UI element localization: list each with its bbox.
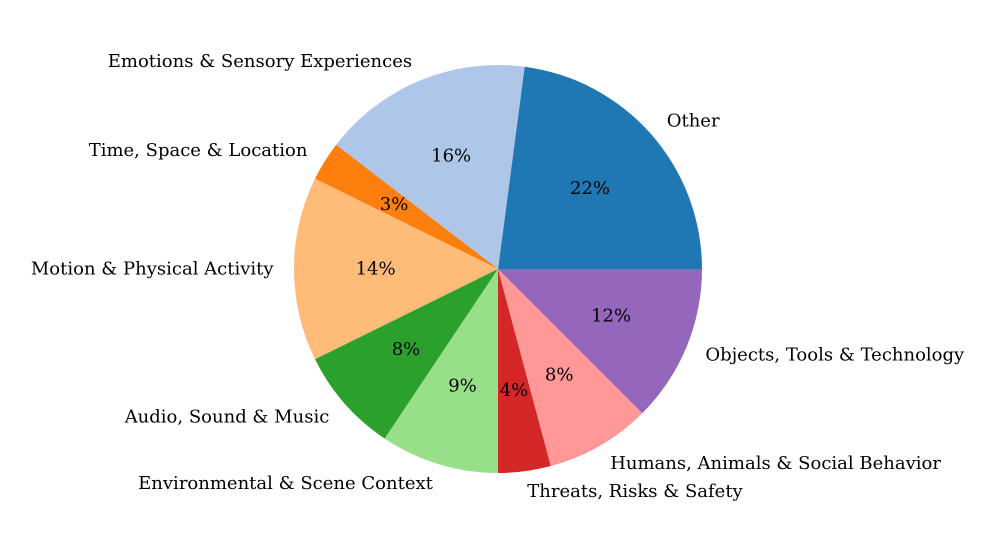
category-label-motion-and-physical-activity: Motion & Physical Activity	[31, 259, 275, 280]
pct-label-emotions-and-sensory-experiences: 16%	[431, 145, 471, 166]
percentage-labels: 22% 16% 3% 14% 8% 9% 4% 8% 12%	[356, 145, 631, 400]
pie-slice-environmental-and-scene-context	[384, 269, 498, 473]
pie-slice-objects-tools-and-technology	[498, 269, 702, 414]
pie-slice-time-space-and-location	[315, 144, 498, 269]
pie-slice-audio-sound-and-music	[315, 269, 498, 439]
category-labels: Other Emotions & Sensory Experiences Time,…	[31, 51, 965, 502]
pie-slices	[294, 65, 702, 473]
category-label-time-space-and-location: Time, Space & Location	[89, 140, 308, 161]
pie-slice-other	[498, 66, 702, 269]
pct-label-humans-animals-and-social-behavior: 8%	[545, 365, 574, 386]
category-label-threats-risks-and-safety: Threats, Risks & Safety	[527, 481, 743, 502]
category-label-other: Other	[667, 111, 720, 132]
pct-label-other: 22%	[570, 178, 610, 199]
pct-label-motion-and-physical-activity: 14%	[356, 259, 396, 280]
category-label-objects-tools-and-technology: Objects, Tools & Technology	[705, 344, 965, 365]
category-label-humans-animals-and-social-behavior: Humans, Animals & Social Behavior	[610, 453, 941, 474]
pie-slice-emotions-and-sensory-experiences	[336, 65, 525, 270]
category-label-environmental-and-scene-context: Environmental & Scene Context	[138, 473, 433, 494]
pie-slice-humans-animals-and-social-behavior	[498, 269, 643, 467]
pie-slice-threats-risks-and-safety	[498, 269, 551, 473]
pct-label-objects-tools-and-technology: 12%	[591, 305, 631, 326]
pct-label-threats-risks-and-safety: 4%	[500, 380, 529, 401]
pct-label-time-space-and-location: 3%	[380, 194, 409, 215]
pct-label-environmental-and-scene-context: 9%	[448, 376, 477, 397]
category-label-audio-sound-and-music: Audio, Sound & Music	[124, 406, 330, 427]
category-label-emotions-and-sensory-experiences: Emotions & Sensory Experiences	[108, 51, 412, 72]
pie-slice-motion-and-physical-activity	[294, 178, 498, 360]
pct-label-audio-sound-and-music: 8%	[392, 339, 421, 360]
